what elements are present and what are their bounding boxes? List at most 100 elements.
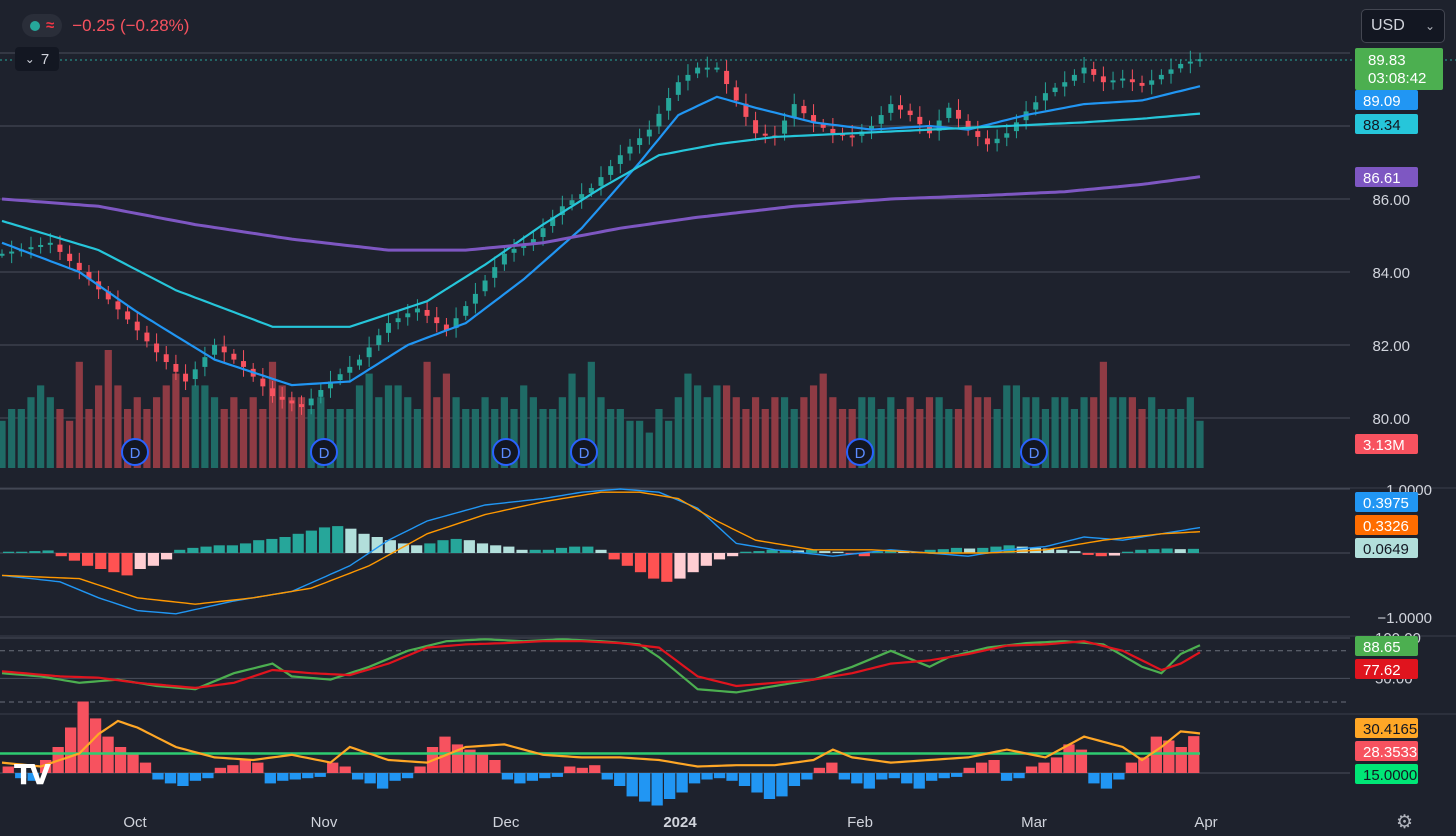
status-pill[interactable]: ≈ xyxy=(22,14,63,37)
candle-body xyxy=(1110,80,1116,83)
ema-fast-label: 89.09 xyxy=(1363,93,1401,110)
volume-bar xyxy=(539,409,547,468)
volume-bar xyxy=(413,409,422,468)
sma-slow-label: 86.61 xyxy=(1363,170,1401,187)
candle-body xyxy=(888,104,894,113)
volume-bar xyxy=(877,409,885,468)
volume-bar xyxy=(790,409,798,468)
candle-body xyxy=(163,354,169,363)
macd-histogram-bar xyxy=(55,553,67,557)
dmi-bar xyxy=(277,773,289,781)
volume-bar xyxy=(887,397,895,468)
dmi-bar xyxy=(663,773,676,799)
dmi-bar xyxy=(1175,747,1187,773)
volume-bar xyxy=(491,409,499,468)
macd-histogram-bar xyxy=(950,547,963,553)
candle-body xyxy=(492,267,498,278)
candle-body xyxy=(125,311,131,320)
candle-body xyxy=(1071,74,1077,81)
volume-bar xyxy=(558,397,566,468)
volume-bar xyxy=(587,361,595,468)
candle-body xyxy=(955,109,961,119)
dmi-bar xyxy=(476,753,489,773)
dmi-bar xyxy=(1000,773,1013,781)
indicator-count: 7 xyxy=(40,50,50,68)
dmi-bar xyxy=(289,773,301,780)
candle-body xyxy=(154,343,160,353)
candle-body xyxy=(385,323,391,333)
candle-body xyxy=(327,381,333,389)
settings-icon[interactable]: ⚙ xyxy=(1396,812,1414,833)
currency-selector[interactable]: USD ⌄ xyxy=(1361,9,1445,43)
volume-bar xyxy=(838,409,847,468)
volume-bar xyxy=(162,385,170,468)
macd-histogram-bar xyxy=(674,553,686,579)
dmi-bar xyxy=(401,773,414,779)
volume-bar xyxy=(481,397,489,468)
volume-bar xyxy=(268,361,277,468)
macd-histogram-bar xyxy=(213,545,225,553)
dmi-bar xyxy=(901,773,913,784)
macd-histogram-bar xyxy=(661,553,673,582)
candle-body xyxy=(1042,93,1048,101)
candle-body xyxy=(617,155,623,164)
volume-bar xyxy=(954,409,963,468)
di-value-label-bg xyxy=(1355,741,1418,761)
price-change: −0.25 (−0.28%) xyxy=(72,15,190,35)
sma-slow-label-bg xyxy=(1355,167,1418,187)
volume-bar xyxy=(259,409,267,468)
volume-bar xyxy=(95,385,103,468)
volume-bar xyxy=(742,409,750,468)
volume-bar xyxy=(1196,420,1204,468)
candle-body xyxy=(463,306,469,316)
dmi-bar xyxy=(826,762,838,773)
dmi-bar xyxy=(501,773,514,780)
macd-histogram-bar xyxy=(411,545,423,553)
dmi-bar xyxy=(526,773,539,781)
macd-histogram-bar xyxy=(68,553,80,561)
macd-histogram-bar xyxy=(266,538,278,553)
candle-body xyxy=(366,347,372,358)
dmi-bar xyxy=(1163,740,1175,773)
macd-histogram-bar xyxy=(740,551,752,553)
candle-body xyxy=(1139,82,1145,86)
dmi-bar xyxy=(239,760,251,773)
dmi-bar xyxy=(963,767,975,773)
candle-body xyxy=(212,345,218,355)
macd-histogram-bar xyxy=(516,549,528,553)
candle-body xyxy=(356,359,362,366)
histogram-value-label: 0.0649 xyxy=(1363,541,1409,558)
dmi-bar xyxy=(676,773,688,793)
dmi-bar xyxy=(1113,773,1125,780)
macd-histogram-bar xyxy=(424,543,436,553)
macd-histogram-bar xyxy=(490,545,502,553)
time-axis-label: 2024 xyxy=(663,814,697,831)
dmi-bar xyxy=(214,767,227,773)
candle-body xyxy=(86,272,92,280)
volume-bar xyxy=(1080,397,1088,468)
candle-body xyxy=(666,98,672,111)
macd-histogram-bar xyxy=(858,553,870,557)
dmi-bar xyxy=(489,760,501,773)
dividend-marker-label: D xyxy=(579,445,590,462)
candle-body xyxy=(482,280,488,292)
dividend-marker-icon xyxy=(310,438,338,466)
candle-body xyxy=(511,248,517,253)
volume-bar xyxy=(85,409,93,468)
volume-bar xyxy=(1090,397,1098,468)
volume-bar xyxy=(220,409,228,468)
indicators-toggle[interactable]: ⌄ 7 xyxy=(15,47,59,71)
dmi-bar xyxy=(639,773,651,802)
volume-bar xyxy=(819,373,827,468)
candle-body xyxy=(0,253,5,256)
histogram-value-label-bg xyxy=(1355,538,1418,558)
dividend-marker-icon xyxy=(1020,438,1048,466)
macd-histogram-bar xyxy=(529,549,541,553)
dmi-bar xyxy=(1150,736,1162,773)
candle-body xyxy=(550,217,556,227)
candle-body xyxy=(898,105,903,110)
volume-bar xyxy=(143,409,151,468)
macd-histogram-bar xyxy=(384,540,396,553)
volume-bar xyxy=(152,397,161,468)
